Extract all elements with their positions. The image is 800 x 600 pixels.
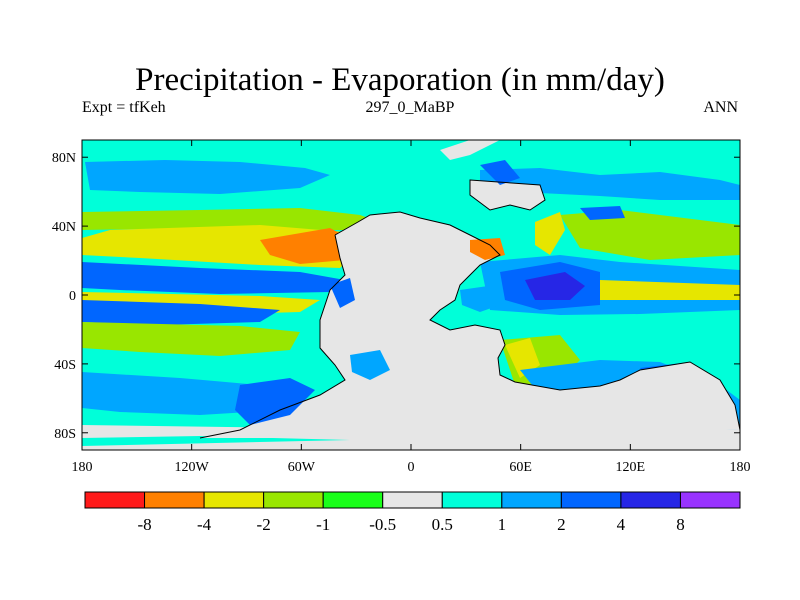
colorbar-swatch (84, 491, 146, 509)
x-tick-label: 60W (288, 460, 316, 475)
colorbar-label: 4 (617, 515, 626, 534)
field-asia-subtropic (560, 210, 740, 260)
field-npacific-max-dry (260, 228, 352, 264)
colorbar-label: -0.5 (369, 515, 396, 534)
field-china-dry (535, 212, 565, 255)
x-tick-label: 0 (408, 460, 415, 475)
x-tick-label: 180 (730, 460, 751, 475)
colorbar-swatch (679, 491, 741, 509)
colorbar-label: 0.5 (432, 515, 453, 534)
field-south-africa-core (505, 338, 540, 378)
map-field (82, 140, 740, 450)
laurasia-coastline (469, 179, 546, 211)
colorbar-swatch (560, 491, 622, 509)
colorbar-label: -1 (316, 515, 330, 534)
colorbar: -8 -4 -2 -1 -0.5 0.5 1 2 4 8 (84, 491, 741, 534)
field-indian-dry (600, 280, 740, 300)
field-polar-band (82, 436, 350, 446)
y-tick-label: 40S (54, 358, 76, 373)
y-tick-label: 80S (54, 427, 76, 442)
pangea-coastline (199, 211, 741, 439)
x-axis-ticks: 180 120W 60W 0 60E 120E 180 (72, 140, 751, 475)
field-tethys-dry-core (470, 238, 505, 260)
field-northeast-coast-wet (580, 206, 625, 220)
colorbar-label: 2 (557, 515, 566, 534)
field-spcz (82, 300, 280, 325)
colorbar-swatch (501, 491, 562, 509)
colorbar-swatch (322, 491, 384, 509)
colorbar-label: 8 (676, 515, 685, 534)
x-tick-label: 60E (509, 460, 532, 475)
y-tick-label: 0 (69, 289, 76, 304)
y-tick-label: 80N (52, 151, 76, 166)
field-north-subtropic (82, 208, 380, 230)
colorbar-swatch (441, 491, 503, 509)
field-west-coast-wet (330, 278, 355, 308)
field-band-arctic (82, 140, 740, 158)
field-tethys-coast-wet (460, 285, 500, 312)
season-label: ANN (703, 99, 738, 116)
colorbar-swatch (203, 491, 265, 509)
colorbar-swatch (144, 491, 205, 509)
colorbar-label: -4 (197, 515, 212, 534)
field-arctic-land (440, 140, 500, 160)
experiment-label: Expt = tfKeh (82, 99, 166, 116)
field-south-coast-wet (235, 378, 315, 425)
colorbar-label: 1 (498, 515, 507, 534)
period-label: 297_0_MaBP (365, 99, 455, 116)
y-tick-label: 40N (52, 220, 76, 235)
field-itcz-pacific (82, 262, 345, 294)
x-tick-label: 180 (72, 460, 93, 475)
field-south-subtropic (82, 322, 300, 356)
field-laurasia-north (470, 180, 545, 210)
x-tick-label: 120W (175, 460, 210, 475)
field-npacific-storm (85, 160, 330, 194)
field-tethys-core (525, 272, 585, 300)
field-southwest-coast-wet (350, 350, 390, 380)
field-eurasia-north (480, 168, 740, 200)
colorbar-swatch (263, 491, 324, 509)
y-axis-ticks: 80N 40N 0 40S 80S (52, 151, 740, 442)
field-north-coast-wet (480, 160, 520, 185)
colorbar-label: -2 (257, 515, 271, 534)
colorbar-swatch (620, 491, 681, 509)
x-tick-label: 120E (616, 460, 646, 475)
colorbar-label: -8 (137, 515, 151, 534)
colorbar-swatch (382, 491, 443, 509)
chart-title: Precipitation - Evaporation (in mm/day) (135, 62, 665, 98)
